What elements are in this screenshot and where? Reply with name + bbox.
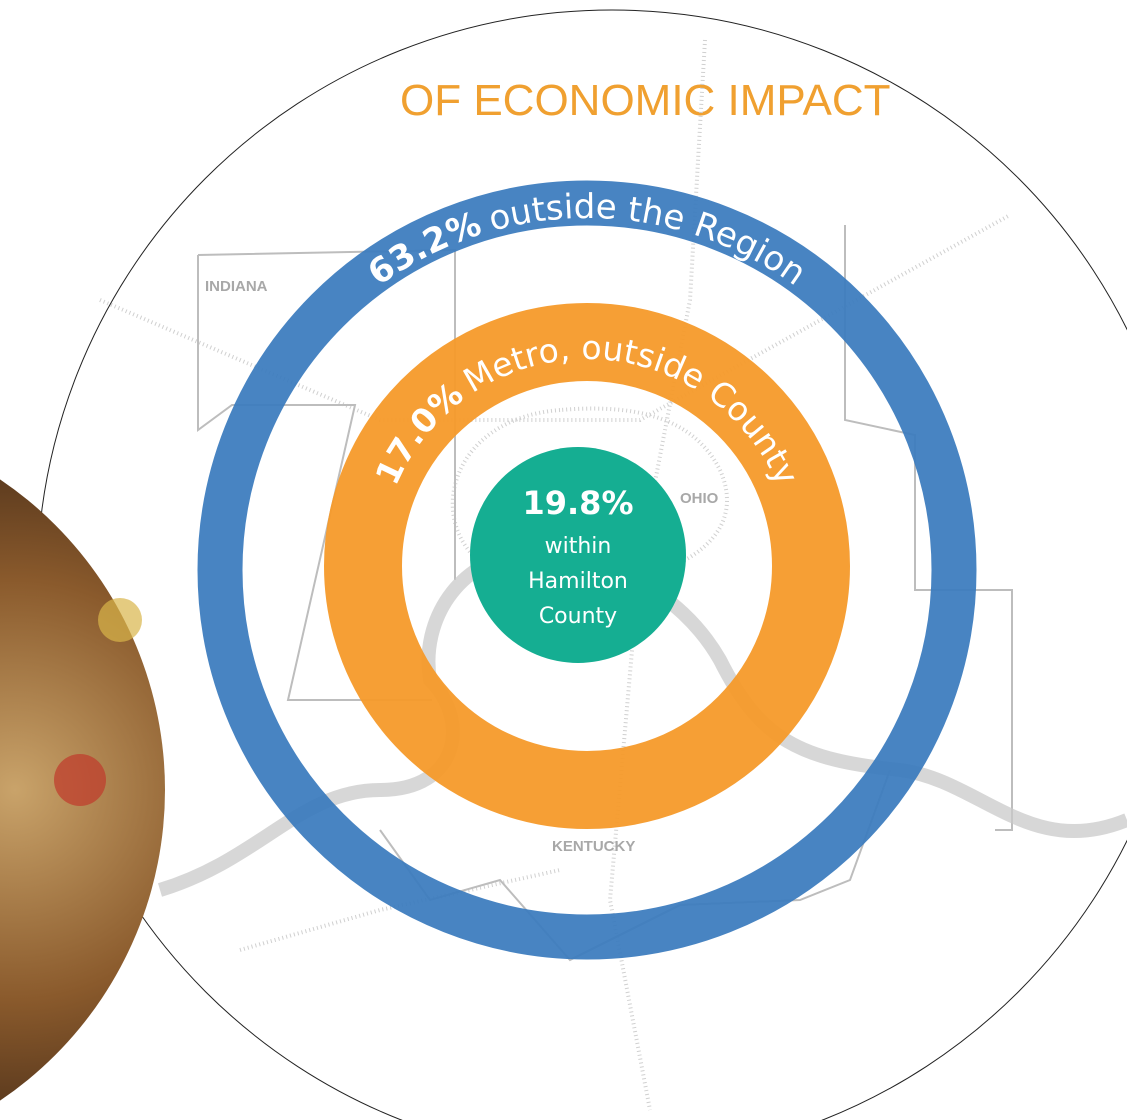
state-label: OHIO	[680, 490, 719, 507]
title: OF ECONOMIC IMPACT	[400, 76, 891, 125]
ring-percent: 19.8%	[522, 484, 633, 522]
infographic: OF ECONOMIC IMPACT 63.2%outside the Regi…	[0, 0, 1127, 1120]
ring-label: outside the Region	[485, 187, 814, 294]
photo-detail	[98, 598, 142, 642]
state-label: INDIANA	[205, 278, 268, 295]
ring-label: within	[545, 534, 612, 559]
photo-detail	[54, 754, 106, 806]
ring-label: Hamilton	[528, 569, 628, 594]
outer-ring-label: 63.2%outside the Region	[361, 187, 813, 294]
state-label: KENTUCKY	[552, 838, 635, 855]
ring-label: County	[539, 604, 617, 629]
